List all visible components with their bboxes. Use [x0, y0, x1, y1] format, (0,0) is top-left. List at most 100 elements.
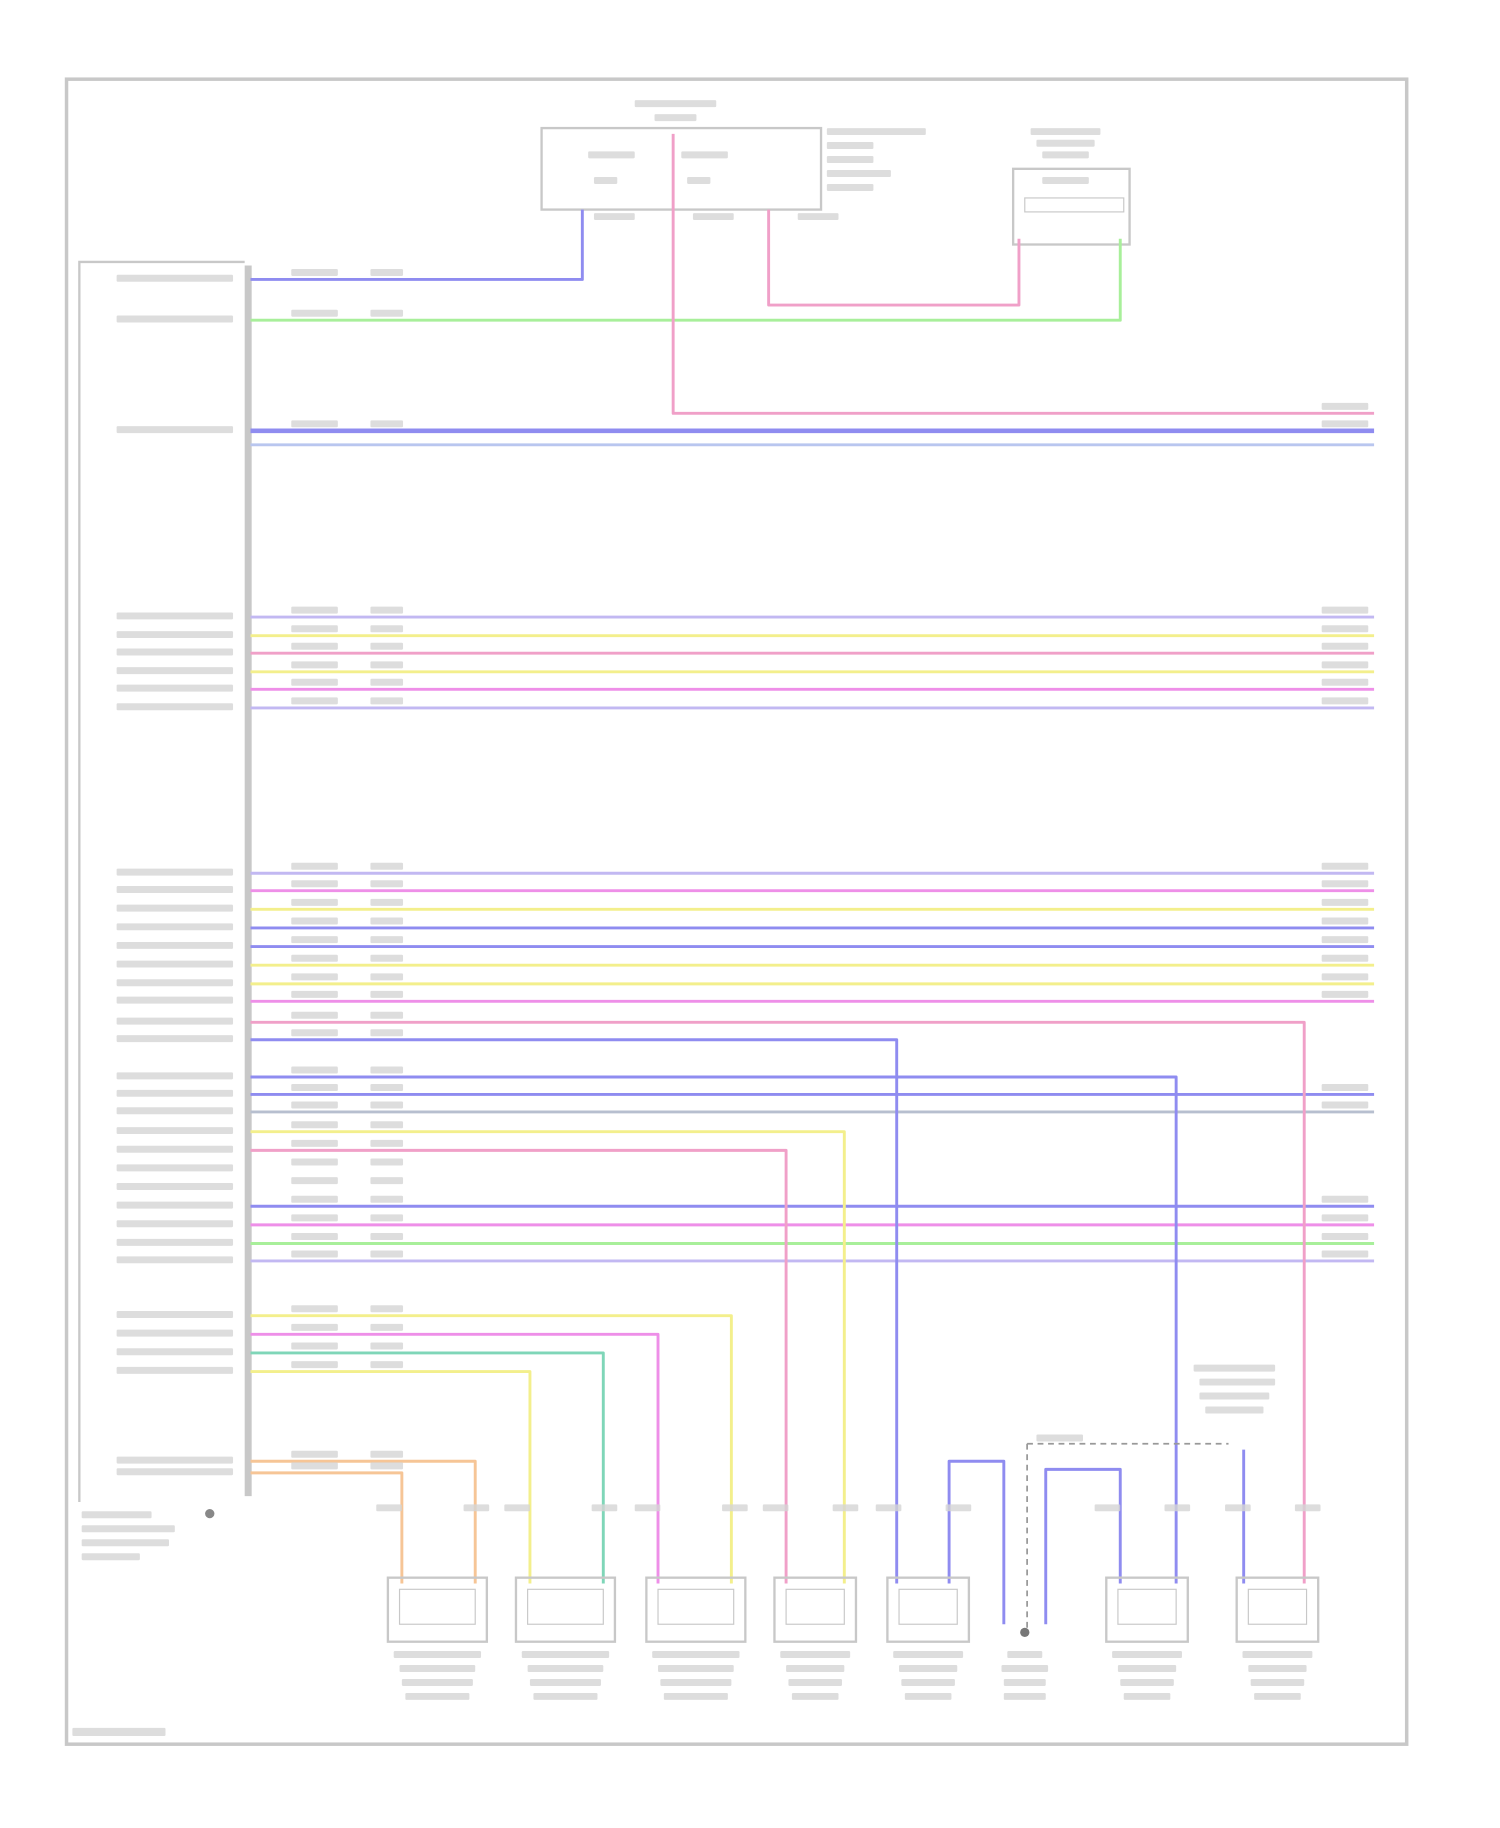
illegible-label [634, 1504, 661, 1512]
illegible-label [652, 1651, 740, 1659]
illegible-label [1321, 880, 1369, 888]
illegible-label [116, 274, 234, 282]
illegible-label [722, 1504, 748, 1512]
illegible-label [826, 156, 874, 164]
wire [250, 209, 584, 281]
wire [250, 1038, 899, 1584]
sensor-component-7 [1235, 1576, 1320, 1643]
illegible-label [527, 1664, 604, 1672]
illegible-label [1199, 1392, 1270, 1400]
illegible-label [291, 661, 338, 669]
illegible-label [370, 1361, 404, 1369]
illegible-label [588, 151, 635, 159]
illegible-label [291, 1011, 338, 1019]
illegible-label [370, 1342, 404, 1350]
illegible-label [370, 917, 404, 925]
illegible-label [797, 213, 839, 221]
illegible-label [904, 1692, 952, 1700]
illegible-label [116, 886, 234, 894]
illegible-label [826, 142, 874, 150]
illegible-label [1321, 1195, 1369, 1203]
illegible-label [81, 1511, 152, 1519]
illegible-label [116, 703, 234, 711]
sensor-component-2 [514, 1576, 617, 1643]
illegible-label [291, 1101, 338, 1109]
illegible-label [1321, 973, 1369, 981]
illegible-label [116, 1035, 234, 1043]
illegible-label [116, 1329, 234, 1337]
illegible-label [291, 1195, 338, 1203]
illegible-label [1321, 1083, 1369, 1091]
illegible-label [826, 169, 891, 177]
illegible-label [370, 1450, 404, 1458]
illegible-label [1294, 1504, 1321, 1512]
sensor-element [527, 1588, 604, 1625]
illegible-label [116, 1468, 234, 1476]
illegible-label [370, 1462, 404, 1470]
illegible-label [463, 1504, 490, 1512]
illegible-label [116, 1182, 234, 1190]
illegible-label [370, 625, 404, 633]
wire [250, 1148, 788, 1584]
illegible-label [832, 1504, 859, 1512]
illegible-label [1001, 1664, 1049, 1672]
illegible-label [116, 426, 234, 434]
illegible-label [634, 100, 717, 108]
illegible-label [1321, 1214, 1369, 1222]
illegible-label [116, 1127, 234, 1135]
illegible-label [399, 1664, 476, 1672]
illegible-label [370, 1195, 404, 1203]
illegible-label [291, 697, 338, 705]
illegible-label [1205, 1406, 1264, 1414]
sensor-element [1247, 1588, 1308, 1625]
illegible-label [1250, 1678, 1305, 1686]
illegible-label [291, 309, 338, 317]
illegible-label [116, 868, 234, 876]
illegible-label [663, 1692, 728, 1700]
illegible-label [291, 1121, 338, 1129]
illegible-label [116, 1072, 234, 1080]
illegible-label [291, 1250, 338, 1258]
illegible-label [370, 1305, 404, 1313]
illegible-label [370, 1066, 404, 1074]
illegible-label [1321, 678, 1369, 686]
wire [250, 1075, 1178, 1584]
illegible-label [1321, 1233, 1369, 1241]
illegible-label [116, 1164, 234, 1172]
illegible-label [945, 1504, 972, 1512]
illegible-label [370, 420, 404, 428]
illegible-label [291, 1214, 338, 1222]
illegible-label [1321, 642, 1369, 650]
illegible-label [1321, 862, 1369, 870]
illegible-label [370, 1250, 404, 1258]
illegible-label [370, 642, 404, 650]
illegible-label [786, 1664, 845, 1672]
illegible-label [116, 648, 234, 656]
illegible-label [81, 1553, 140, 1561]
illegible-label [899, 1664, 958, 1672]
illegible-label [116, 612, 234, 620]
illegible-label [1321, 936, 1369, 944]
illegible-label [370, 880, 404, 888]
top-module [540, 126, 823, 211]
illegible-label [521, 1651, 610, 1659]
illegible-label [116, 1256, 234, 1264]
illegible-label [370, 1121, 404, 1129]
illegible-label [291, 606, 338, 614]
sensor-component-4 [773, 1576, 858, 1643]
illegible-label [658, 1664, 734, 1672]
illegible-label [116, 960, 234, 968]
illegible-label [533, 1692, 598, 1700]
illegible-label [370, 936, 404, 944]
illegible-label [116, 1348, 234, 1356]
illegible-label [1003, 1678, 1046, 1686]
illegible-label [116, 1089, 234, 1097]
illegible-label [116, 941, 234, 949]
illegible-label [1042, 151, 1089, 159]
wire [1044, 1467, 1122, 1625]
illegible-label [401, 1678, 473, 1686]
illegible-label [370, 661, 404, 669]
illegible-label [116, 1201, 234, 1209]
illegible-label [1030, 128, 1101, 136]
illegible-label [291, 954, 338, 962]
